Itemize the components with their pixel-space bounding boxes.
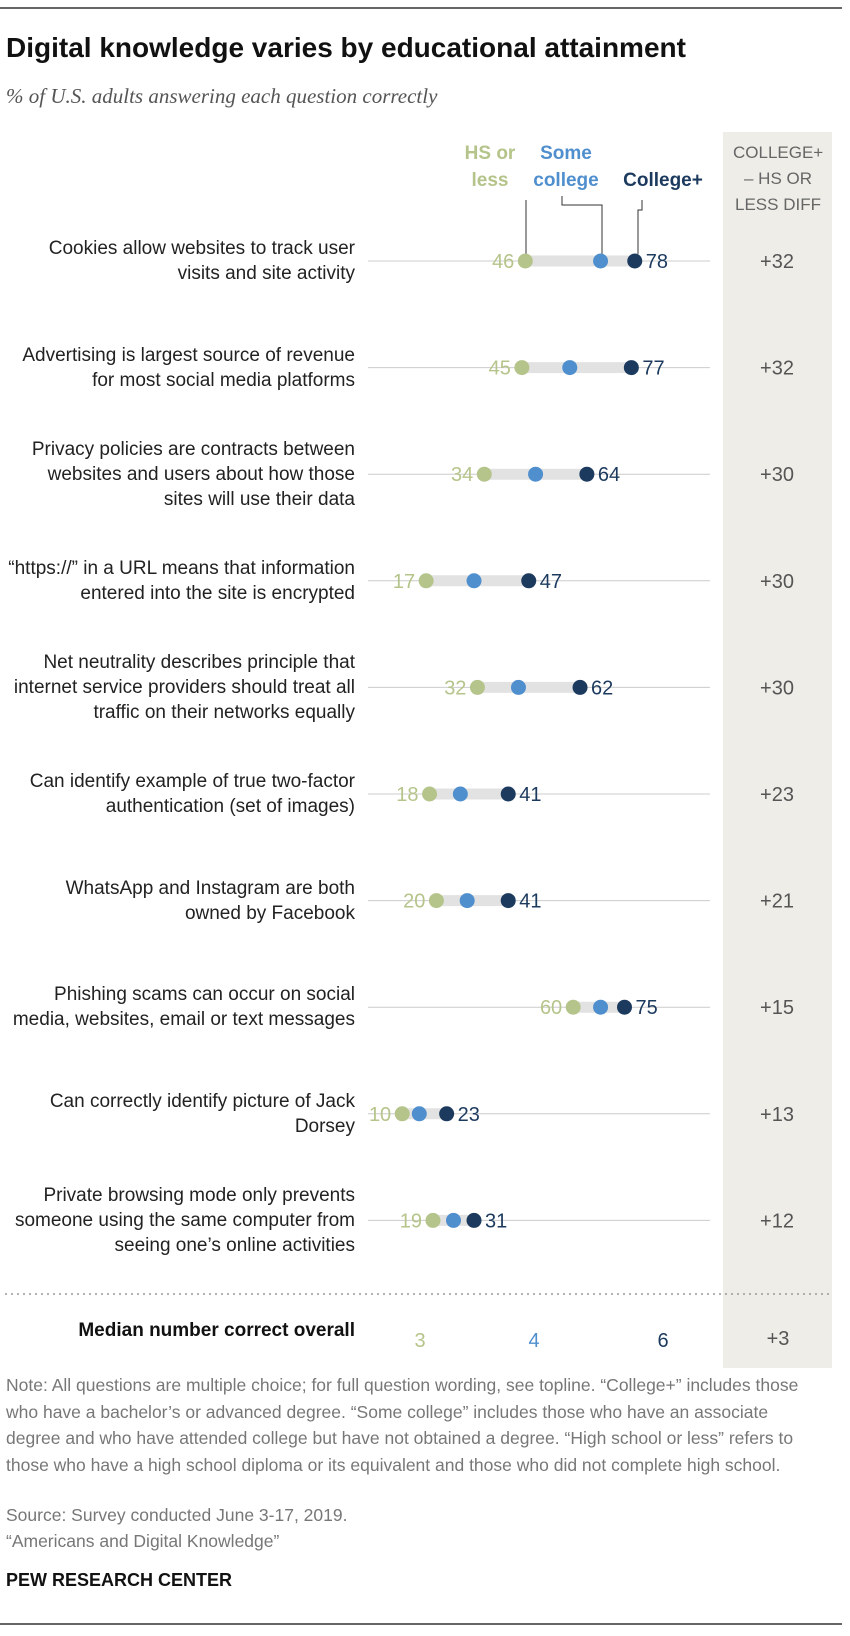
value-label: 77 xyxy=(642,358,664,380)
value-label: 75 xyxy=(636,997,658,1019)
dot xyxy=(510,679,526,695)
dot xyxy=(446,1212,461,1228)
dot xyxy=(439,1106,455,1122)
dot xyxy=(466,1212,482,1228)
diff-label: +30 xyxy=(760,464,794,486)
value-label: 78 xyxy=(646,251,668,273)
value-label: 45 xyxy=(489,358,511,380)
value-label: 60 xyxy=(540,997,562,1019)
dot xyxy=(411,1106,427,1122)
value-label: 62 xyxy=(591,677,613,699)
diff-label: +32 xyxy=(760,358,794,380)
dot xyxy=(452,786,468,802)
median-value: 6 xyxy=(657,1330,668,1352)
legend-label: Some college xyxy=(533,143,599,191)
dot xyxy=(579,466,595,482)
dot xyxy=(627,253,643,269)
category-label: Privacy policies are contracts between w… xyxy=(31,438,355,510)
dot xyxy=(562,360,578,376)
value-label: 10 xyxy=(369,1104,391,1126)
dot xyxy=(565,999,581,1015)
value-label: 19 xyxy=(400,1210,422,1232)
dot xyxy=(459,893,475,909)
dot xyxy=(517,253,533,269)
value-label: 20 xyxy=(403,891,425,913)
median-value: 3 xyxy=(414,1330,425,1352)
dot xyxy=(418,573,434,589)
dot xyxy=(500,893,516,909)
diff-label: +13 xyxy=(760,1104,794,1126)
report: “Americans and Digital Knowledge” xyxy=(6,1531,280,1551)
value-label: 18 xyxy=(396,784,418,806)
title: Digital knowledge varies by educational … xyxy=(6,32,686,63)
diff-label: +23 xyxy=(760,784,794,806)
median-value: 4 xyxy=(528,1330,539,1352)
legend-label: HS or less xyxy=(464,143,516,191)
dot xyxy=(521,573,537,589)
value-label: 41 xyxy=(519,784,541,806)
diff-label: +32 xyxy=(760,251,794,273)
diff-label: +21 xyxy=(760,891,794,913)
category-label: “https://” in a URL means that informati… xyxy=(8,557,355,604)
diff-label: +30 xyxy=(760,677,794,699)
value-label: 34 xyxy=(451,464,473,486)
note: Note: All questions are multiple choice;… xyxy=(6,1375,799,1475)
dot xyxy=(422,786,438,802)
dot xyxy=(593,253,609,269)
dot xyxy=(617,999,632,1015)
median-diff: +3 xyxy=(766,1328,790,1350)
dot xyxy=(476,466,492,482)
value-label: 32 xyxy=(444,677,466,699)
dot xyxy=(593,999,609,1015)
category-label: Cookies allow websites to track user vis… xyxy=(48,238,355,284)
legend-leaders xyxy=(525,196,643,254)
category-label: Net neutrality describes principle that … xyxy=(13,651,355,723)
diff-header: COLLEGE+ – HS OR LESS DIFF xyxy=(733,143,824,214)
value-label: 46 xyxy=(492,251,514,273)
footer: PEW RESEARCH CENTER xyxy=(6,1570,233,1590)
diff-column xyxy=(723,132,832,1368)
category-label: Can correctly identify picture of Jack D… xyxy=(49,1090,355,1137)
value-label: 17 xyxy=(393,571,415,593)
median-label: Median number correct overall xyxy=(78,1320,355,1341)
diff-label: +30 xyxy=(760,571,794,593)
subtitle: % of U.S. adults answering each question… xyxy=(6,84,438,108)
value-label: 64 xyxy=(598,464,620,486)
dot xyxy=(572,679,588,695)
diff-label: +12 xyxy=(760,1210,794,1232)
dot xyxy=(425,1212,441,1228)
value-label: 41 xyxy=(519,891,541,913)
dot xyxy=(469,679,485,695)
category-label: Private browsing mode only prevents some… xyxy=(14,1184,355,1256)
diff-label: +15 xyxy=(760,997,794,1019)
category-label: WhatsApp and Instagram are both owned by… xyxy=(65,877,355,924)
dot xyxy=(428,893,444,909)
legend-label: College+ xyxy=(623,170,703,191)
value-label: 23 xyxy=(458,1104,480,1126)
category-label: Phishing scams can occur on social media… xyxy=(12,984,355,1031)
dot xyxy=(466,573,482,589)
dot xyxy=(623,360,639,376)
category-label: Can identify example of true two-factor … xyxy=(29,771,355,817)
dot xyxy=(514,360,530,376)
value-label: 31 xyxy=(485,1210,507,1232)
dot xyxy=(528,466,544,482)
value-label: 47 xyxy=(540,571,562,593)
source: Source: Survey conducted June 3-17, 2019… xyxy=(6,1505,348,1525)
dot xyxy=(500,786,516,802)
dot xyxy=(394,1106,410,1122)
category-label: Advertising is largest source of revenue… xyxy=(22,344,355,391)
